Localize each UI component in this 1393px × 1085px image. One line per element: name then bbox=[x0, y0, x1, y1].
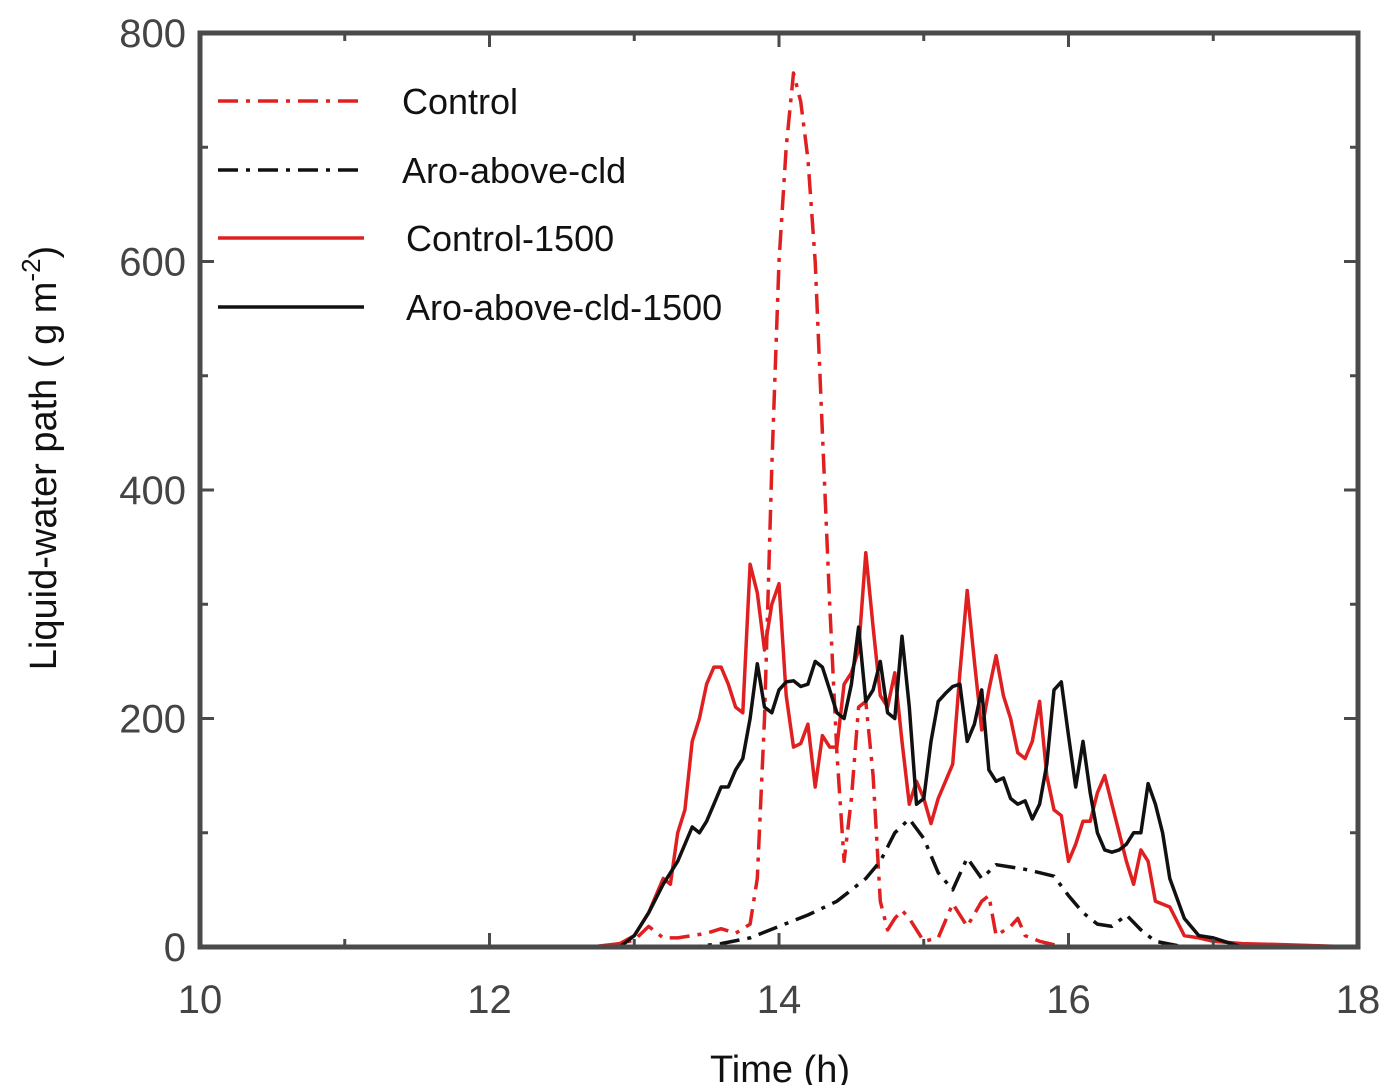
series-line-1 bbox=[200, 817, 1358, 949]
plot-area-frame bbox=[197, 30, 1361, 950]
y-axis-label-main: Liquid-water path ( g m bbox=[23, 282, 65, 671]
legend-label-2: Control-1500 bbox=[406, 218, 614, 259]
legend-label-1: Aro-above-cld bbox=[402, 150, 626, 191]
x-axis-tick-labels: 10 12 14 16 18 bbox=[178, 978, 1381, 1022]
y-tick-label: 800 bbox=[119, 12, 186, 56]
series-line-0 bbox=[200, 71, 1358, 949]
series-line-2 bbox=[200, 551, 1359, 949]
y-axis-tick-labels: 0 200 400 600 800 bbox=[119, 12, 186, 970]
x-tick-label: 16 bbox=[1046, 978, 1091, 1022]
x-tick-label: 18 bbox=[1336, 978, 1381, 1022]
y-tick-label: 400 bbox=[119, 469, 186, 513]
x-tick-label: 14 bbox=[757, 978, 802, 1022]
y-axis-label: Liquid-water path ( g m-2) bbox=[16, 246, 65, 670]
axis-ticks bbox=[198, 31, 1360, 949]
legend-label-0: Control bbox=[402, 81, 518, 122]
x-axis-label: Time (h) bbox=[710, 1049, 850, 1085]
y-axis-label-superscript: -2 bbox=[16, 258, 46, 281]
legend-label-3: Aro-above-cld-1500 bbox=[406, 287, 722, 328]
legend: Control Aro-above-cld Control-1500 Aro-abov… bbox=[218, 81, 722, 328]
series-lines bbox=[200, 71, 1359, 949]
y-axis-label-close: ) bbox=[23, 246, 65, 259]
y-tick-label: 200 bbox=[119, 698, 186, 742]
y-tick-label: 0 bbox=[164, 926, 186, 970]
series-line-3 bbox=[200, 625, 1358, 949]
y-tick-label: 600 bbox=[119, 241, 186, 285]
x-tick-label: 12 bbox=[467, 978, 512, 1022]
x-tick-label: 10 bbox=[178, 978, 223, 1022]
